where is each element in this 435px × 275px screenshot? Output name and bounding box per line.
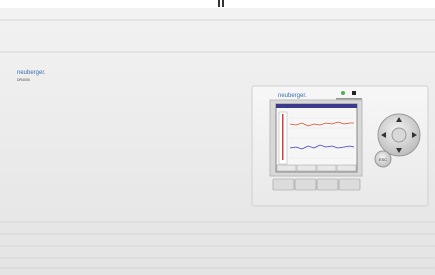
status-led bbox=[341, 91, 345, 95]
enter-button[interactable] bbox=[392, 128, 406, 142]
page: neuberger. DR4000 neuberger. ESC (() => … bbox=[0, 0, 435, 275]
connector bbox=[222, 0, 224, 7]
model-label: DR4000 bbox=[17, 78, 30, 82]
screen-header bbox=[276, 104, 357, 108]
panel-logo: neuberger. bbox=[278, 93, 307, 99]
softkey[interactable] bbox=[317, 179, 338, 190]
screen-scale-bar bbox=[282, 114, 284, 160]
connector bbox=[218, 0, 220, 7]
softkey[interactable] bbox=[339, 179, 360, 190]
esc-label: ESC bbox=[379, 157, 387, 162]
brand-logo: neuberger. bbox=[17, 70, 46, 76]
softkey[interactable] bbox=[273, 179, 294, 190]
led-caption bbox=[336, 98, 362, 100]
softkey[interactable] bbox=[295, 179, 316, 190]
status-led bbox=[352, 91, 356, 95]
device-image: neuberger. DR4000 neuberger. ESC bbox=[0, 0, 435, 275]
